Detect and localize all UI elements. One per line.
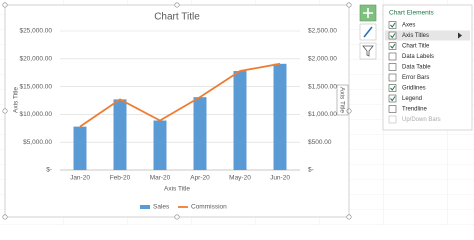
checkmark: [390, 96, 396, 102]
y2-tick-label: $1,000.00: [308, 111, 337, 118]
panel-item-label[interactable]: Error Bars: [402, 75, 429, 81]
bar: [233, 71, 247, 170]
checkbox[interactable]: [388, 31, 397, 40]
checkmark: [390, 22, 396, 28]
y-tick-label: $25,000.00: [19, 28, 52, 35]
x-tick-label: May-20: [229, 175, 251, 182]
panel-item-label[interactable]: Data Labels: [402, 54, 434, 60]
y-tick-label: $20,000.00: [19, 56, 52, 63]
x-tick-label: Mar-20: [150, 175, 171, 182]
legend-swatch: [140, 205, 150, 209]
bar: [273, 63, 287, 170]
y2-tick-label: $500.00: [308, 139, 332, 146]
checkbox[interactable]: [388, 94, 397, 103]
plus-icon: [363, 8, 373, 18]
y2-tick-label: $2,000.00: [308, 56, 337, 63]
y-tick-label: $10,000.00: [19, 111, 52, 118]
x-tick-label: Jun-20: [270, 175, 290, 182]
chart: $- $5,000.00 $10,000.00 $15,000.00 $20,000.0…: [19, 28, 337, 211]
brush-icon: [363, 26, 373, 38]
chart-buttons: [359, 4, 377, 60]
axis-title-selection[interactable]: [336, 84, 349, 116]
checkbox[interactable]: [388, 105, 397, 113]
y2-tick-label: $-: [308, 167, 314, 174]
panel-item-label[interactable]: Axis Titles: [402, 33, 429, 39]
bar: [113, 99, 127, 170]
checkbox: [388, 115, 397, 124]
checkmark: [390, 33, 396, 39]
panel-items: Axes Axis Titles Chart Title Data Labels Dat…: [385, 21, 470, 124]
selection-handles[interactable]: [2, 2, 352, 220]
chart-title[interactable]: Chart Title: [154, 12, 200, 23]
y2-axis-title[interactable]: Axis Title: [338, 87, 345, 113]
y-tick-label: $5,000.00: [23, 139, 52, 146]
y-tick-label: $-: [46, 167, 52, 174]
checkmark: [390, 43, 396, 49]
checkbox[interactable]: [388, 84, 397, 92]
bar: [153, 120, 167, 170]
y-tick-label: $15,000.00: [19, 83, 52, 90]
x-tick-label: Jan-20: [70, 175, 90, 182]
bar: [73, 126, 87, 170]
line: [79, 62, 281, 128]
y2-tick-label: $1,500.00: [308, 83, 337, 90]
checkmark: [390, 85, 396, 91]
submenu-arrow: [458, 32, 462, 39]
panel-item-label[interactable]: Gridlines: [402, 86, 426, 92]
legend-label: Commission: [191, 204, 227, 211]
x-tick-label: Feb-20: [110, 175, 131, 182]
panel-title: Chart Elements: [389, 10, 435, 17]
excel-sheet: $- $5,000.00 $10,000.00 $15,000.00 $20,000.0…: [0, 0, 474, 225]
panel-item-label[interactable]: Chart Title: [402, 44, 430, 50]
chart-elements-panel: [382, 4, 473, 131]
checkbox[interactable]: [388, 52, 397, 61]
x-tick-label: Apr-20: [190, 175, 210, 182]
item-highlight: [385, 30, 470, 41]
panel-item-label[interactable]: Trendline: [402, 107, 427, 113]
filter-icon: [362, 45, 374, 57]
checkbox[interactable]: [388, 63, 397, 71]
chart-filters-button[interactable]: [359, 42, 377, 60]
checkbox[interactable]: [388, 42, 397, 50]
checkbox[interactable]: [388, 21, 397, 29]
y-axis-title[interactable]: Axis Title: [13, 87, 20, 113]
panel-item-label[interactable]: Axes: [402, 23, 415, 29]
panel-item-label[interactable]: Data Table: [402, 65, 431, 71]
x-axis-title[interactable]: Axis Title: [164, 186, 190, 193]
checkbox[interactable]: [388, 73, 397, 82]
legend-label: Sales: [153, 204, 170, 211]
panel-item-label[interactable]: Legend: [402, 96, 422, 102]
bar: [193, 97, 207, 170]
panel-item-label: Up/Down Bars: [402, 117, 441, 123]
y2-tick-label: $2,500.00: [308, 28, 337, 35]
